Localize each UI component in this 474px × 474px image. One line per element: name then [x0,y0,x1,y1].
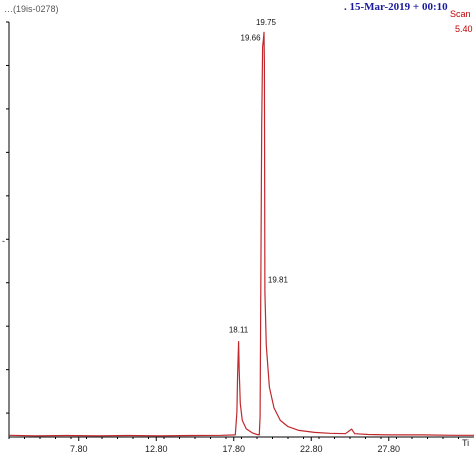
y-axis-left-mark: - [2,236,5,246]
x-tick-label: 7.80 [70,444,88,454]
x-axis-title: Ti [462,438,469,448]
header-sample-id: …(19is-0278) [4,4,59,14]
peak-label: 19.81 [268,276,289,285]
peak-label: 18.11 [229,325,249,334]
y-ticks [6,21,9,414]
x-tick-label: 12.80 [145,444,168,454]
header-scan-label: Scan [450,9,471,19]
x-ticks: 7.80 12.80 17.80 22.80 27.80 [8,437,459,454]
chromatogram-trace [8,31,474,437]
peak-labels: 18.11 19.66 19.75 19.81 [229,18,289,334]
x-tick-label: 17.80 [222,444,245,454]
header-scan-value: 5.40 [455,24,473,34]
x-tick-label: 22.80 [300,444,323,454]
header-date: . 15-Mar-2019 + 00:10 [344,1,448,13]
peak-label: 19.66 [241,34,262,43]
peak-label: 19.75 [256,18,277,27]
x-tick-label: 27.80 [377,444,400,454]
